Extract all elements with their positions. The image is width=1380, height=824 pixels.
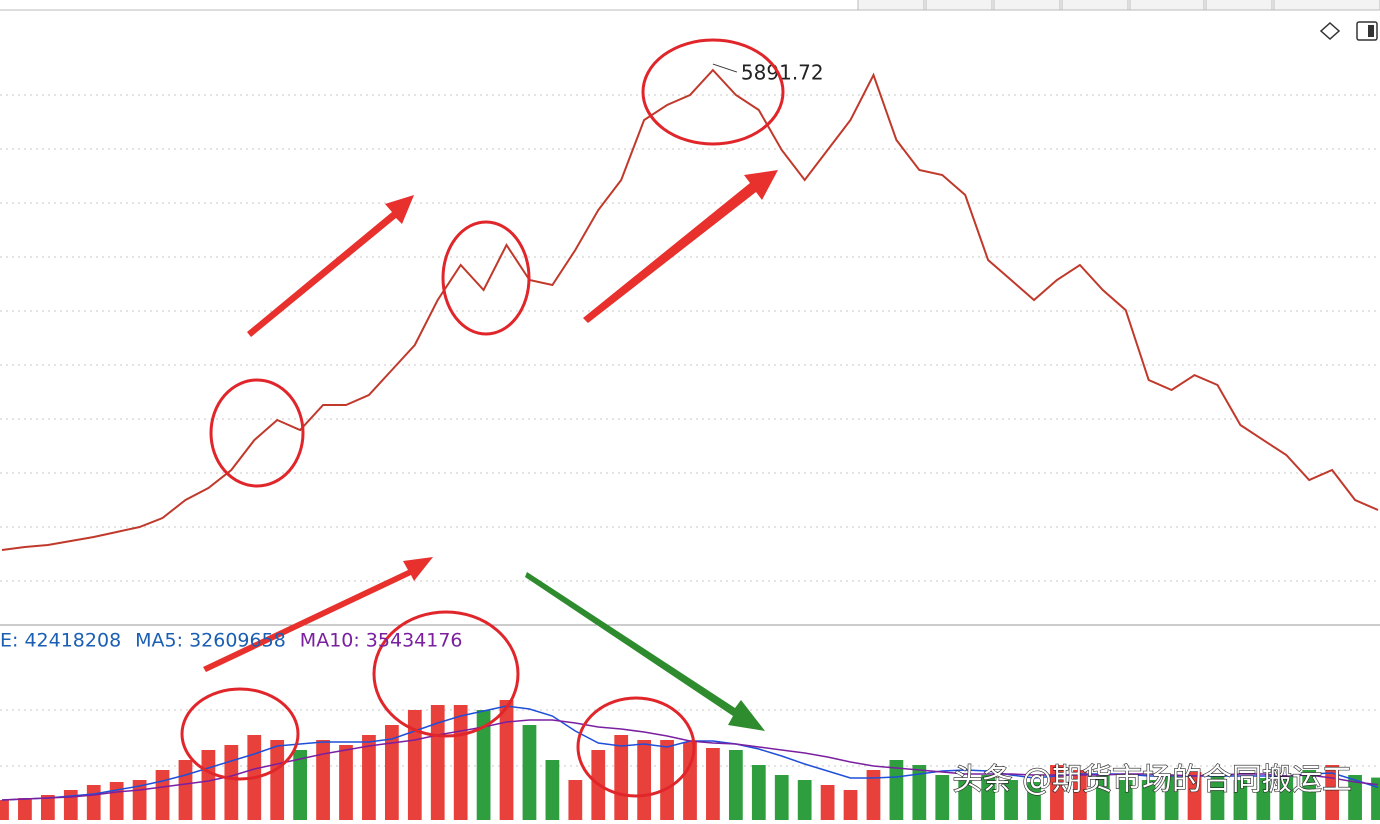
volume-bar [224,745,239,820]
volume-bar [774,775,789,820]
volume-bar [109,782,124,820]
volume-bar [1348,775,1362,820]
volume-bar [637,740,652,820]
volume-bar [1279,775,1294,820]
volume-bar [1233,780,1248,820]
volume-bar [545,760,560,820]
volume-bar [316,740,330,820]
volume-bar [40,795,55,820]
volume-bar [18,798,32,820]
volume-bar [453,705,468,820]
volume-bar [476,710,491,820]
volume-bar [1187,772,1202,820]
volume-bar [1072,770,1087,820]
legend-entry: MA10: 35434176 [300,630,463,652]
volume-bar [1302,770,1317,820]
legend-entry: MA5: 32609658 [135,630,286,652]
volume-bar [362,735,376,820]
volume-bar [683,742,697,820]
icon[interactable] [1319,21,1341,41]
volume-bar [0,800,9,820]
volume-bar [751,765,766,820]
annotation-pointer [712,63,738,73]
icon [1368,25,1374,37]
volume-bar [339,745,353,820]
plot: 5891.72 [0,61,1380,820]
volume-bar [568,780,583,820]
volume-bar [981,775,996,820]
volume-bar [1118,780,1133,820]
volume-bar [86,785,101,820]
volume-bar [935,775,950,820]
volume-bar [1141,780,1156,820]
volume-bar [797,780,812,820]
legend: E: 42418208 MA5: 32609658 MA10: 35434176 头条… [0,630,1353,799]
watermark: 头条 @期货市场的合同搬运工 [952,763,1352,798]
volume-bar [63,790,78,820]
volume-bar [201,750,216,820]
volume-bar [866,770,881,820]
volume-bar [958,780,973,820]
volume-bar [384,725,399,820]
volume-bar [499,700,514,820]
volume-bar [706,748,720,820]
volume-bar [293,750,308,820]
volume-bar [1095,775,1110,820]
price-line [1,68,1379,551]
legend-entry: E: 42418208 [0,630,121,652]
volume-bar [522,725,537,820]
volume-bar [1004,780,1018,820]
volume-bar [843,790,858,820]
volume-bar [270,740,285,820]
volume-bar [1256,778,1271,820]
volume-bar [1027,782,1041,820]
volume-bar [889,760,904,820]
arrows [203,170,778,731]
volume-bar [614,735,629,820]
volume-bar [155,770,170,820]
volume-bar [407,710,422,820]
volume-bar [1371,777,1380,820]
volume-bar [1050,765,1064,820]
ma-line [1,719,1379,801]
annotations [180,38,785,798]
volume-bar [178,760,193,820]
volume-bar [728,750,743,820]
volume-bar [660,740,674,820]
volume-bar [1164,775,1179,820]
volume-bar [912,765,927,820]
icon[interactable] [1356,21,1378,41]
volume-bar [1210,775,1225,820]
volume-bar [820,785,835,820]
toolbar [0,0,1380,11]
